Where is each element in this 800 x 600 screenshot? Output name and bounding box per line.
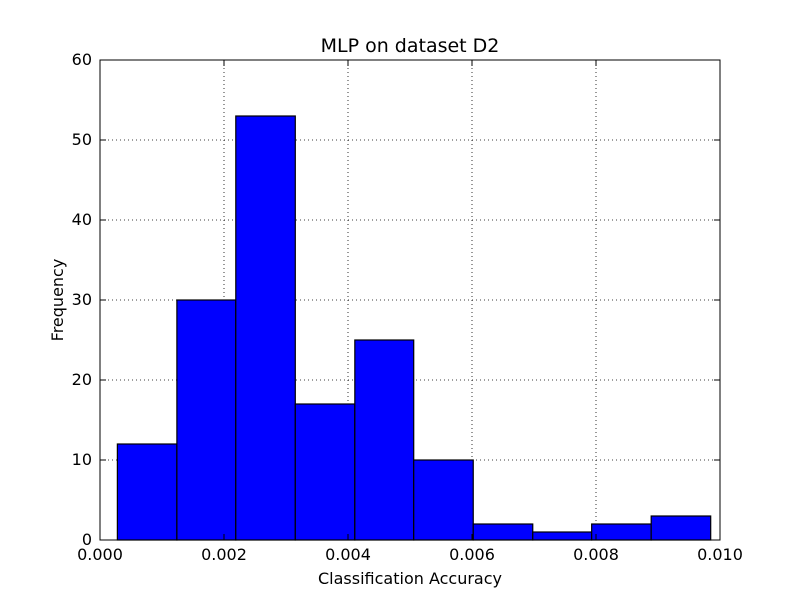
x-tick-label: 0.008: [573, 545, 619, 564]
histogram-bar: [650, 515, 712, 541]
x-tick-label: 0.000: [77, 545, 123, 564]
y-tick-label: 60: [72, 50, 92, 69]
ticks-layer: 0.000 0.002 0.004 0.006 0.008 0.010 0 10 20 30 40 5…: [72, 50, 743, 564]
histogram-bar: [116, 443, 178, 541]
y-tick-label: 10: [72, 450, 92, 469]
histogram-bar: [176, 299, 237, 541]
histogram-bar: [235, 115, 296, 541]
y-axis-label: Frequency: [48, 259, 67, 342]
x-tick-label: 0.006: [449, 545, 495, 564]
histogram-bar: [472, 523, 534, 541]
y-tick-label: 40: [72, 210, 92, 229]
y-tick-label: 0: [82, 530, 92, 549]
x-axis-label: Classification Accuracy: [318, 569, 502, 588]
histogram-bar: [532, 531, 593, 541]
x-tick-label: 0.004: [325, 545, 371, 564]
histogram-bar: [591, 523, 652, 541]
x-tick-label: 0.010: [697, 545, 743, 564]
histogram-bar: [354, 339, 415, 541]
y-tick-label: 30: [72, 290, 92, 309]
histogram-bar: [413, 459, 474, 541]
chart-title: MLP on dataset D2: [321, 35, 500, 57]
y-tick-label: 50: [72, 130, 92, 149]
y-tick-label: 20: [72, 370, 92, 389]
x-tick-label: 0.002: [201, 545, 247, 564]
histogram-bar: [294, 403, 356, 541]
bars-layer: [116, 115, 712, 541]
